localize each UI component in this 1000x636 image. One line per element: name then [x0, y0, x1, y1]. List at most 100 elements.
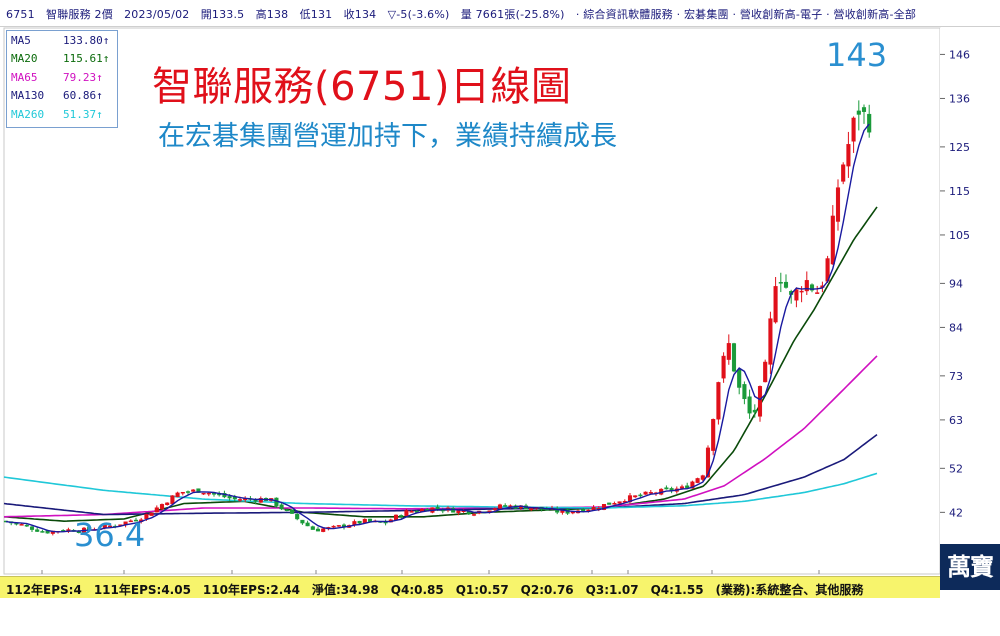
- candle-body: [555, 508, 560, 513]
- candle-body: [133, 519, 139, 522]
- candle-body: [305, 522, 310, 527]
- candle-body: [227, 496, 232, 499]
- candle-body: [799, 290, 804, 293]
- legend-ma5-value: 133.80↑: [63, 34, 110, 47]
- candle-body: [601, 504, 607, 510]
- candle-body: [742, 384, 747, 400]
- y-tick-label: 42: [949, 506, 963, 519]
- candle-body: [617, 501, 622, 504]
- candle-body: [757, 386, 763, 417]
- candle-body: [716, 382, 721, 420]
- y-tick-label: 84: [949, 321, 963, 334]
- y-tick-label: 94: [949, 277, 963, 290]
- candle-body: [643, 491, 648, 495]
- candle-body: [40, 531, 45, 533]
- legend-ma20-name: MA20: [11, 52, 38, 65]
- candle-body: [612, 503, 617, 505]
- quote-header-text: 6751 智聯服務 2價 2023/05/02 開133.5 高138 低131…: [6, 8, 917, 21]
- candle-body: [492, 508, 497, 511]
- legend-ma5: MA5 133.80↑: [11, 34, 109, 47]
- candle-body: [752, 409, 757, 413]
- candle-body: [321, 528, 326, 532]
- candle-body: [731, 343, 737, 372]
- candle-body: [300, 519, 305, 524]
- legend-ma260-value: 51.37↑: [63, 108, 103, 121]
- candle-body: [695, 478, 700, 483]
- candlestick-chart: 1461361251151059484736352423178910111220…: [3, 27, 970, 609]
- candle-body: [867, 113, 872, 133]
- candle-body: [165, 502, 170, 505]
- legend-ma260-name: MA260: [11, 108, 45, 121]
- candle-body: [497, 504, 503, 509]
- candle-body: [19, 524, 24, 526]
- quote-header: 6751 智聯服務 2價 2023/05/02 開133.5 高138 低131…: [0, 0, 1000, 27]
- candle-body: [206, 492, 211, 495]
- candle-body: [851, 117, 856, 142]
- candle-body: [737, 369, 742, 388]
- y-tick-label: 115: [949, 185, 970, 198]
- y-tick-label: 105: [949, 229, 970, 242]
- candle-body: [258, 498, 263, 503]
- candle-body: [107, 525, 113, 528]
- y-tick-label: 63: [949, 414, 963, 427]
- candle-body: [159, 504, 165, 510]
- candle-body: [201, 492, 206, 495]
- bottom-date-axis: [0, 598, 1000, 610]
- legend-ma20: MA20 115.61↑: [11, 52, 109, 65]
- candle-body: [778, 282, 783, 284]
- candle-body: [29, 526, 35, 530]
- candle-body: [607, 502, 612, 505]
- legend-ma260: MA260 51.37↑: [11, 108, 103, 121]
- candle-body: [846, 144, 851, 167]
- candle-body: [196, 488, 201, 493]
- ma-line-ma5: [5, 123, 870, 533]
- candle-body: [856, 110, 861, 115]
- candle-body: [648, 492, 653, 494]
- y-tick-label: 146: [949, 48, 970, 61]
- y-tick-label: 125: [949, 141, 970, 154]
- candle-body: [149, 512, 154, 516]
- candle-body: [679, 486, 685, 489]
- candle-body: [404, 510, 409, 516]
- candle-body: [835, 187, 841, 222]
- candle-body: [357, 520, 362, 524]
- candle-body: [700, 475, 705, 480]
- high-price-callout: 143: [826, 36, 888, 74]
- candle-body: [289, 509, 295, 514]
- legend-ma5-name: MA5: [11, 34, 31, 47]
- candle-body: [529, 507, 534, 511]
- candle-body: [367, 518, 373, 522]
- moving-average-legend: MA5 133.80↑ MA20 115.61↑ MA65 79.23↑ MA130 6…: [6, 30, 118, 128]
- candle-body: [747, 396, 752, 414]
- legend-ma65-value: 79.23↑: [63, 71, 103, 84]
- ma-line-ma260: [3, 472, 878, 509]
- candle-body: [794, 289, 799, 301]
- candle-body: [435, 506, 440, 509]
- legend-ma130-value: 60.86↑: [63, 89, 103, 102]
- candle-body: [503, 505, 508, 507]
- candle-body: [310, 526, 315, 530]
- ma-line-ma130: [3, 433, 878, 516]
- candle-body: [809, 284, 815, 291]
- candle-body: [815, 292, 820, 294]
- candle-body: [237, 499, 243, 501]
- candle-body: [690, 481, 695, 489]
- ma-line-ma20: [3, 206, 878, 523]
- candle-body: [841, 164, 846, 182]
- legend-ma130-name: MA130: [11, 89, 45, 102]
- candle-body: [726, 343, 731, 360]
- candle-body: [154, 507, 159, 513]
- candle-body: [830, 215, 835, 265]
- candle-body: [861, 107, 867, 112]
- candle-body: [409, 511, 414, 513]
- candle-body: [128, 520, 133, 523]
- candle-body: [721, 355, 726, 379]
- candle-body: [633, 495, 638, 498]
- candle-body: [315, 528, 321, 532]
- candle-body: [804, 280, 809, 292]
- candle-body: [773, 286, 778, 323]
- candle-body: [711, 419, 716, 451]
- chart-title: 智聯服務(6751)日線圖: [152, 64, 572, 110]
- candle-body: [451, 508, 456, 513]
- candle-body: [175, 492, 180, 498]
